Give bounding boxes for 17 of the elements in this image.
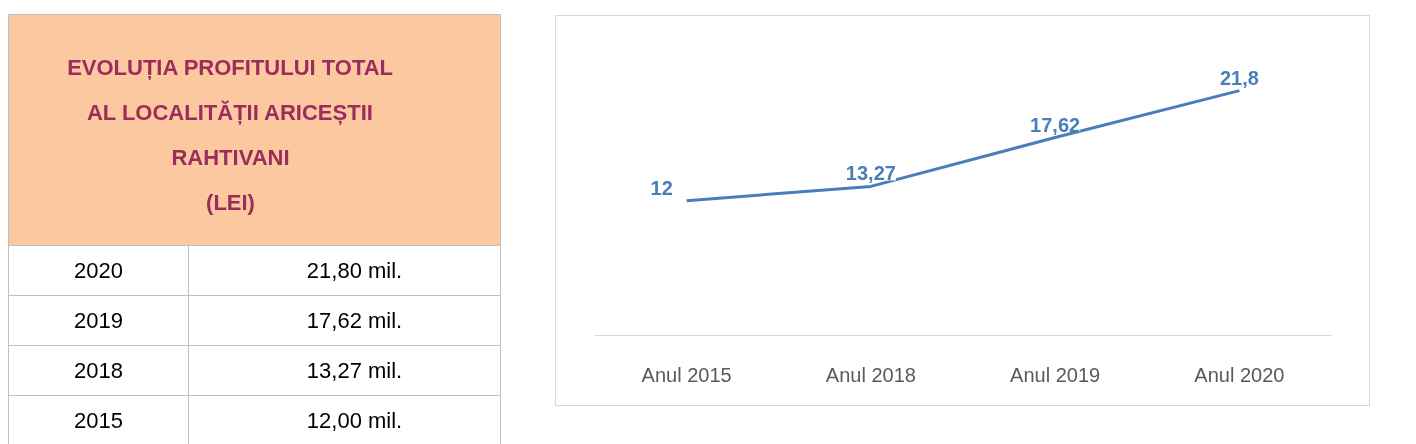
category-label: 2020 xyxy=(74,258,123,283)
category-label: 2015 xyxy=(74,408,123,433)
data-label: 21,8 xyxy=(1219,66,1259,89)
data-label: 13,27 xyxy=(845,162,896,185)
text: 13,27 mil. xyxy=(306,358,403,383)
x-tick-label: Anul 2019 xyxy=(1010,363,1101,386)
data-label: 17,62 xyxy=(1030,113,1081,136)
text: 12,00 mil. xyxy=(306,408,403,433)
text: 21,80 mil. xyxy=(306,258,403,283)
text: 17,62 mil. xyxy=(306,308,403,333)
x-tick-label: Anul 2018 xyxy=(825,363,916,386)
category-label: 2018 xyxy=(74,358,123,383)
category-label: 2019 xyxy=(74,308,123,333)
data-label: 12 xyxy=(650,176,673,199)
text: EVOLUȚIA PROFITULUI TOTAL AL LOCALITĂȚII ARICEȘTII RAHTIVANI (LEI) xyxy=(67,55,394,215)
x-tick-label: Anul 2020 xyxy=(1194,363,1285,386)
x-tick-label: Anul 2015 xyxy=(641,363,732,386)
